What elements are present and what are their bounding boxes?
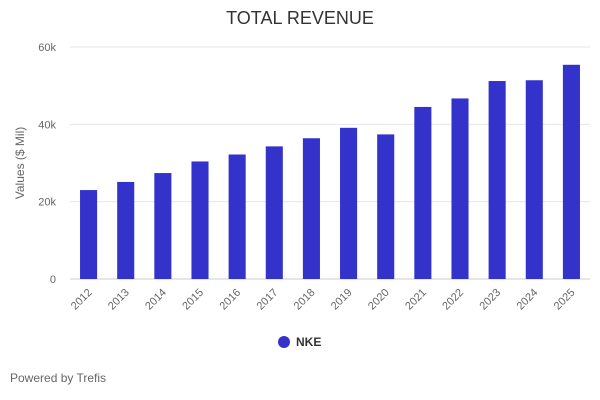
chart-title: TOTAL REVENUE [226,8,374,28]
bar-2022[interactable] [451,98,469,279]
bar-2012[interactable] [80,190,98,279]
bar-2021[interactable] [414,106,432,279]
x-tick-label: 2023 [477,287,503,313]
bar-2020[interactable] [377,134,395,279]
y-tick-label: 0 [50,274,56,286]
y-tick-label: 40k [38,119,56,131]
x-tick-label: 2019 [329,287,355,313]
x-tick-label: 2014 [143,287,169,313]
bar-2016[interactable] [228,154,246,279]
x-tick-label: 2020 [366,287,392,313]
legend-marker[interactable] [278,336,290,348]
bar-2024[interactable] [525,80,543,280]
powered-by-footer[interactable]: Powered by Trefis [10,371,107,385]
x-tick-label: 2025 [552,287,578,313]
x-tick-label: 2012 [69,287,95,313]
y-tick-label: 20k [38,197,56,209]
x-tick-label: 2017 [255,287,281,313]
bar-2014[interactable] [154,173,172,279]
bar-series [80,64,580,280]
legend-label-nke[interactable]: NKE [296,335,321,349]
x-tick-label: 2013 [106,287,132,313]
bar-2018[interactable] [302,138,320,279]
y-axis-label: Values ($ Mil) [13,127,27,199]
x-tick-label: 2022 [440,287,466,313]
x-axis-ticks: 2012 2013 2014 2015 2016 2017 2018 2019 2020 2021… [69,287,578,313]
bar-2025[interactable] [562,64,580,279]
bar-2017[interactable] [265,146,283,279]
y-tick-label: 60k [38,42,56,54]
gridlines [70,46,590,280]
legend[interactable]: NKE [278,335,321,349]
bar-2023[interactable] [488,81,506,279]
bar-2019[interactable] [340,127,358,280]
x-tick-label: 2018 [292,287,318,313]
x-tick-label: 2024 [515,287,541,313]
bar-2015[interactable] [191,161,209,279]
y-axis-ticks: 0 20k 40k 60k [38,42,56,286]
x-tick-label: 2021 [403,287,429,313]
x-tick-label: 2015 [180,287,206,313]
bar-2013[interactable] [117,181,135,279]
x-tick-label: 2016 [217,287,243,313]
